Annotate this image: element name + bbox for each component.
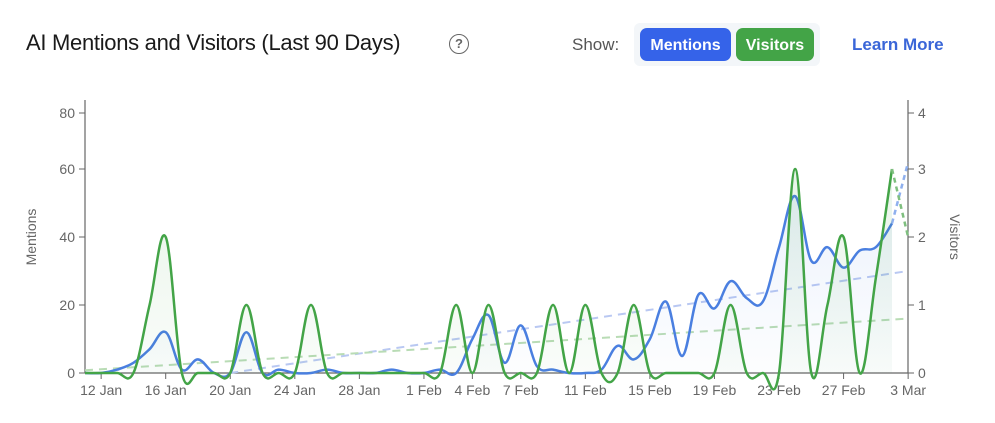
- y2-tick-label: 0: [918, 365, 926, 381]
- toggle-mentions-button[interactable]: Mentions: [640, 28, 731, 61]
- learn-more-link[interactable]: Learn More: [852, 35, 944, 54]
- y-tick-label: 80: [59, 105, 75, 121]
- x-tick-label: 1 Feb: [406, 382, 442, 398]
- x-tick-label: 15 Feb: [628, 382, 672, 398]
- y-tick-label: 20: [59, 297, 75, 313]
- y-tick-label: 60: [59, 161, 75, 177]
- x-tick-label: 16 Jan: [145, 382, 187, 398]
- trend-line-mentions: [230, 270, 909, 374]
- y2-tick-label: 1: [918, 297, 926, 313]
- chart-title: AI Mentions and Visitors (Last 90 Days): [26, 30, 401, 55]
- x-tick-label: 4 Feb: [454, 382, 490, 398]
- question-circle-icon[interactable]: ?: [449, 34, 469, 54]
- visitors-line: [85, 167, 894, 391]
- visitors-projection: [890, 168, 910, 238]
- y2-tick-label: 2: [918, 229, 926, 245]
- x-tick-label: 20 Jan: [209, 382, 251, 398]
- x-tick-label: 28 Jan: [338, 382, 380, 398]
- x-tick-label: 24 Jan: [274, 382, 316, 398]
- x-tick-label: 19 Feb: [693, 382, 737, 398]
- visitors-area: [85, 169, 892, 390]
- x-tick-label: 3 Mar: [890, 382, 926, 398]
- series-toggle-group: Mentions Visitors: [634, 23, 820, 66]
- x-tick-label: 27 Feb: [822, 382, 866, 398]
- toggle-visitors-button[interactable]: Visitors: [736, 28, 814, 61]
- x-tick-label: 11 Feb: [564, 382, 607, 398]
- x-tick-label: 23 Feb: [757, 382, 801, 398]
- x-tick-label: 12 Jan: [80, 382, 122, 398]
- y-tick-label: 40: [59, 229, 75, 245]
- y2-axis-title: Visitors: [947, 214, 963, 260]
- y2-tick-label: 3: [918, 161, 926, 177]
- mentions-projection: [890, 161, 910, 224]
- x-tick-label: 7 Feb: [503, 382, 539, 398]
- y-axis-title: Mentions: [23, 209, 39, 266]
- y2-tick-label: 4: [918, 105, 926, 121]
- y-tick-label: 0: [67, 365, 75, 381]
- show-label: Show:: [572, 35, 620, 54]
